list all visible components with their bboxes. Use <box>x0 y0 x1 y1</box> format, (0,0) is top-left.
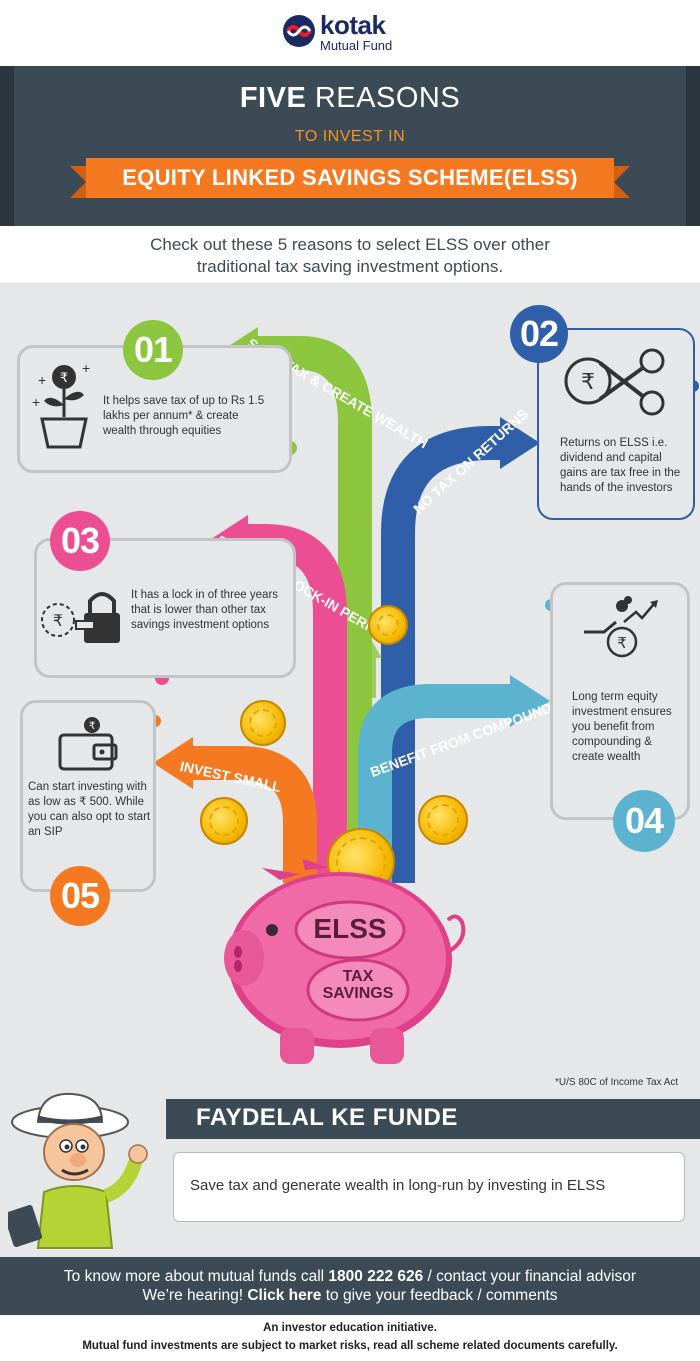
svg-text:₹: ₹ <box>53 611 63 630</box>
reason-1-desc: It helps save tax of up to Rs 1.5 lakhs … <box>103 395 265 437</box>
page-title: FIVE REASONS <box>239 82 461 114</box>
footer-contact: To know more about mutual funds call 180… <box>63 1268 637 1285</box>
reason-5-number: 05 <box>50 866 110 926</box>
banner-edge-right <box>686 66 700 226</box>
ribbon-fold-left <box>70 166 86 198</box>
reason-4-desc: Long term equity investment ensures you … <box>572 691 672 763</box>
footnote: *U/S 80C of Income Tax Act <box>555 1077 679 1088</box>
growth-icon: ₹ <box>584 596 658 658</box>
arrow-blue <box>381 426 505 883</box>
reason-3-desc: It has a lock in of three years that is … <box>131 589 279 631</box>
kotak-logo: kotak Mutual Fund <box>282 8 422 58</box>
wallet-icon: ₹ <box>58 717 118 771</box>
footer-feedback: We’re hearing! Click here to give your f… <box>142 1287 558 1304</box>
intro-text: Check out these 5 reasons to select ELSS… <box>150 235 550 276</box>
reason-1-number: 01 <box>123 320 183 380</box>
svg-text:₹: ₹ <box>581 370 595 395</box>
reason-2-desc: Returns on ELSS i.e. dividend and capita… <box>560 437 681 494</box>
arrow-orange <box>190 746 317 883</box>
svg-text:₹: ₹ <box>617 634 627 652</box>
faydelal-banner <box>166 1099 700 1139</box>
coin <box>200 797 248 845</box>
coin <box>368 605 408 645</box>
svg-text:₹: ₹ <box>89 721 95 732</box>
coin <box>418 795 468 845</box>
arrow-green <box>255 336 372 883</box>
svg-text:+: + <box>32 394 40 410</box>
svg-text:+: + <box>38 372 46 388</box>
disclaimer-line-2: Mutual fund investments are subject to m… <box>82 1340 618 1352</box>
piggy-label: ELSS <box>313 913 387 944</box>
tip-box <box>173 1152 685 1222</box>
brand-name: kotak <box>320 10 386 40</box>
reason-5-card <box>20 700 156 892</box>
banner-edge-left <box>0 66 14 226</box>
plant-icon: ₹ + + + <box>32 360 90 449</box>
faydelal-title: FAYDELAL KE FUNDE <box>196 1104 458 1131</box>
footer-bar <box>0 1257 700 1315</box>
piggy-bank <box>224 860 466 1064</box>
ribbon <box>86 158 614 198</box>
helpline-number[interactable]: 1800 222 626 <box>328 1268 424 1285</box>
title-banner <box>14 66 686 226</box>
svg-text:+: + <box>82 360 90 376</box>
svg-text:₹: ₹ <box>60 371 68 386</box>
piggy-sublabel: TAX SAVINGS <box>322 968 394 1002</box>
arrow-lightblue <box>358 684 515 883</box>
disclaimer-line-1: An investor education initiative. <box>263 1322 437 1334</box>
ribbon-fold-right <box>614 166 630 198</box>
coin <box>240 700 286 746</box>
arrows-graphic <box>149 327 699 883</box>
feedback-link[interactable]: Click here <box>247 1287 322 1304</box>
faydelal-character <box>8 1092 148 1249</box>
reason-4-number: 04 <box>613 790 675 852</box>
scissors-icon: ₹ <box>564 348 665 416</box>
brand-sub: Mutual Fund <box>320 38 393 53</box>
reason-2-number: 02 <box>510 305 568 363</box>
reason-5-desc: Can start investing with as low as ₹ 500… <box>28 781 151 838</box>
reason-3-number: 03 <box>50 511 110 571</box>
reason-4-card <box>550 582 690 820</box>
reason-2-card <box>537 328 695 520</box>
tip-text: Save tax and generate wealth in long-run… <box>190 1177 606 1194</box>
kotak-logo-icon <box>283 15 315 47</box>
lock-icon: ₹ <box>41 592 120 643</box>
page-subtitle: TO INVEST IN <box>294 128 406 145</box>
ribbon-title: EQUITY LINKED SAVINGS SCHEME(ELSS) <box>122 165 578 190</box>
